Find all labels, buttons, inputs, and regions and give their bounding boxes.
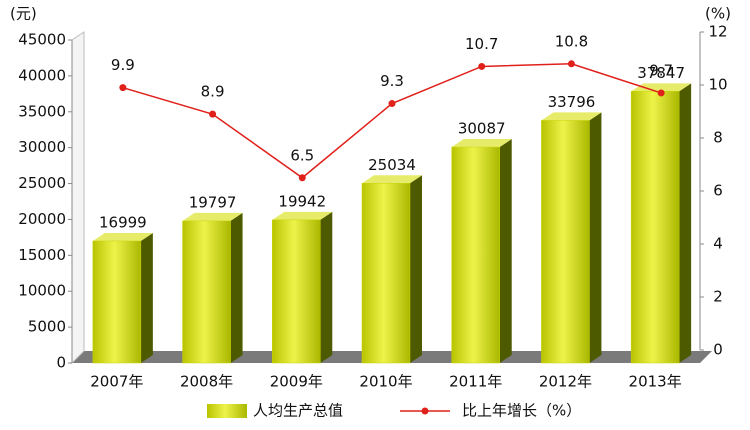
bar-value-label: 37847 [637, 64, 685, 82]
bar-side [589, 112, 602, 363]
y2-tick-label: 12 [708, 23, 727, 41]
line-value-label: 9.7 [649, 61, 673, 79]
line-point [298, 174, 306, 182]
bar-top [362, 175, 422, 184]
line-point [209, 110, 217, 118]
bar [630, 91, 680, 364]
bar-side [140, 232, 153, 363]
bar-side [679, 83, 692, 363]
y2-axis-label: (%) [705, 5, 731, 23]
legend-label: 人均生产总值 [253, 402, 343, 420]
bar-side [320, 211, 333, 363]
bar-top [92, 232, 153, 241]
line-value-label: 9.3 [380, 72, 404, 90]
y-tick-label: 15000 [18, 246, 66, 264]
x-tick-label: 2007年 [90, 373, 143, 391]
line-point [388, 100, 396, 108]
y-axis-label: (元) [10, 5, 37, 23]
line-value-label: 6.5 [290, 146, 314, 164]
bar [541, 120, 590, 364]
bar-value-label: 30087 [458, 120, 506, 138]
x-tick-label: 2008年 [180, 373, 233, 391]
y-tick-label: 40000 [18, 66, 66, 84]
line-value-label: 10.7 [465, 35, 498, 53]
bar [451, 146, 500, 364]
x-tick-label: 2013年 [629, 373, 682, 391]
bar-side [410, 175, 422, 363]
x-tick-label: 2010年 [359, 373, 412, 391]
line-point [119, 84, 127, 92]
y2-tick-label: 2 [713, 288, 723, 306]
y2-tick-label: 6 [713, 182, 723, 200]
bar-top [182, 212, 243, 221]
line-value-label: 10.8 [555, 32, 588, 50]
y-tick-label: 35000 [18, 102, 66, 120]
y-tick-label: 25000 [18, 174, 66, 192]
x-tick-label: 2012年 [539, 373, 592, 391]
y-tick-label: 0 [56, 354, 66, 372]
line-point [478, 62, 486, 70]
bar-top [541, 112, 602, 121]
line-point [657, 89, 665, 97]
legend-swatch [207, 404, 247, 418]
line-value-label: 8.9 [201, 83, 225, 101]
y2-tick-label: 10 [708, 76, 727, 94]
y2-tick-label: 8 [713, 129, 723, 147]
bar-side [230, 212, 243, 363]
line-point [567, 60, 575, 68]
y2-tick-label: 0 [713, 341, 723, 359]
bar-value-label: 19942 [278, 192, 326, 210]
back-wall [71, 31, 85, 365]
line-value-label: 9.9 [111, 56, 135, 74]
bar-value-label: 33796 [548, 93, 596, 111]
legend-marker [421, 407, 429, 415]
x-tick-label: 2011年 [449, 373, 502, 391]
y-tick-label: 45000 [18, 31, 66, 49]
bar-top [631, 83, 692, 92]
bar [182, 220, 231, 364]
bar [272, 219, 321, 364]
bar-top [272, 211, 333, 220]
bar [92, 240, 142, 364]
y-tick-label: 10000 [18, 282, 66, 300]
y2-tick-label: 4 [713, 235, 723, 253]
y-tick-label: 30000 [18, 138, 66, 156]
y-tick-label: 5000 [28, 318, 66, 336]
bar-value-label: 19797 [189, 193, 237, 211]
bar-value-label: 25034 [368, 156, 416, 174]
bar [361, 183, 411, 364]
legend-label: 比上年增长（%） [462, 402, 581, 420]
y-tick-label: 20000 [18, 210, 66, 228]
bar-top [451, 139, 512, 148]
x-tick-label: 2009年 [270, 373, 323, 391]
bar-value-label: 16999 [99, 213, 147, 231]
bar-side [499, 139, 512, 363]
